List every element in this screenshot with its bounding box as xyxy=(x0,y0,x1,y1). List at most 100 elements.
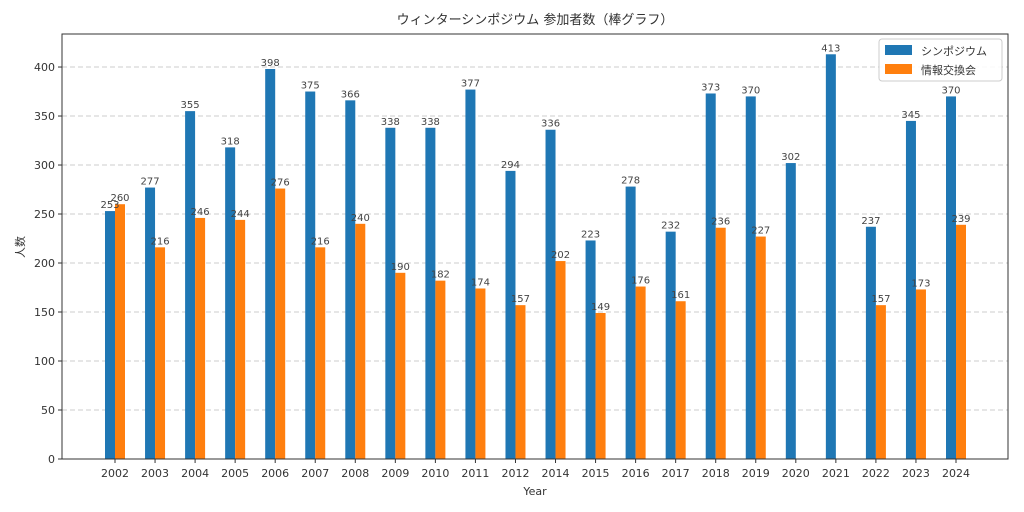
grid-lines xyxy=(62,66,1008,411)
legend-label-symposium: シンポジウム xyxy=(921,45,987,58)
x-tick-label: 2024 xyxy=(942,467,970,480)
bar-symposium xyxy=(785,163,796,459)
bar-exchange xyxy=(355,223,366,459)
bar-value-label: 338 xyxy=(421,117,440,128)
y-axis-label: 人数 xyxy=(14,236,27,258)
bar-value-label: 345 xyxy=(901,110,920,121)
bar-symposium xyxy=(825,54,836,459)
bar-exchange xyxy=(635,286,646,459)
bar-symposium xyxy=(625,186,636,459)
bar-value-label: 277 xyxy=(141,177,160,188)
x-tick-label: 2017 xyxy=(662,467,690,480)
bar-value-label: 223 xyxy=(581,229,600,240)
bar-value-label: 237 xyxy=(861,216,880,227)
bar-exchange xyxy=(315,247,326,459)
y-tick-label: 0 xyxy=(48,453,55,466)
bar-symposium xyxy=(105,211,115,459)
bar-value-label: 174 xyxy=(471,277,490,288)
bar-value-label: 302 xyxy=(781,152,800,163)
bar-value-label: 216 xyxy=(151,236,170,247)
x-tick-label: 2014 xyxy=(542,467,570,480)
bar-value-label: 373 xyxy=(701,82,720,93)
bar-symposium xyxy=(305,91,316,459)
x-tick-label: 2018 xyxy=(702,467,730,480)
bar-value-label: 336 xyxy=(541,119,560,130)
bar-value-label: 294 xyxy=(501,160,520,171)
bar-value-label: 173 xyxy=(911,278,930,289)
bar-value-label: 366 xyxy=(341,89,360,100)
bar-symposium xyxy=(705,93,716,459)
bar-value-label: 318 xyxy=(221,136,240,147)
bars-group xyxy=(105,54,966,460)
legend: シンポジウム 情報交換会 xyxy=(878,38,1003,82)
bar-exchange xyxy=(435,280,446,459)
x-tick-label: 2002 xyxy=(101,467,129,480)
x-tick-label: 2009 xyxy=(381,467,409,480)
x-tick-label: 2011 xyxy=(461,467,489,480)
x-tick-label: 2006 xyxy=(261,467,289,480)
bar-exchange xyxy=(115,204,125,459)
bar-symposium xyxy=(425,127,436,459)
bar-exchange xyxy=(155,247,166,459)
bar-value-label: 227 xyxy=(751,226,770,237)
bar-value-label: 338 xyxy=(381,117,400,128)
x-tick-label: 2015 xyxy=(582,467,610,480)
x-tick-label: 2010 xyxy=(421,467,449,480)
bar-value-label: 253 xyxy=(100,200,119,211)
legend-label-exchange: 情報交換会 xyxy=(921,63,976,77)
bar-exchange xyxy=(275,188,286,459)
bar-symposium xyxy=(145,187,156,459)
plot-frame xyxy=(61,33,1009,460)
bar-symposium xyxy=(585,240,596,459)
bar-value-label: 149 xyxy=(591,302,610,313)
x-axis-label: Year xyxy=(522,485,547,498)
bar-symposium xyxy=(545,129,556,459)
bar-value-label: 260 xyxy=(110,193,129,204)
bar-value-label: 157 xyxy=(871,294,890,305)
bar-exchange xyxy=(755,236,766,459)
x-tick-label: 2020 xyxy=(782,467,810,480)
bar-exchange xyxy=(715,227,726,459)
bar-value-label: 190 xyxy=(391,262,410,273)
bar-value-label: 246 xyxy=(191,207,210,218)
y-tick-label: 150 xyxy=(34,306,55,319)
bar-symposium xyxy=(385,127,396,459)
bar-symposium xyxy=(905,120,916,459)
x-tick-label: 2019 xyxy=(742,467,770,480)
bar-value-label: 157 xyxy=(511,294,530,305)
x-tick-label: 2016 xyxy=(622,467,650,480)
bar-labels-group: 253 277 355 318 398 375 366 338 338 377 294 336 223 2… xyxy=(100,43,970,313)
bar-value-label: 232 xyxy=(661,221,680,232)
bar-symposium xyxy=(185,111,196,460)
bar-value-label: 370 xyxy=(941,85,960,96)
bar-value-label: 239 xyxy=(951,214,970,225)
y-tick-label: 200 xyxy=(34,257,55,270)
y-tick-label: 250 xyxy=(34,208,55,221)
y-tick-label: 100 xyxy=(34,355,55,368)
x-tick-label: 2012 xyxy=(501,467,529,480)
y-tick-label: 50 xyxy=(41,404,55,417)
bar-value-label: 278 xyxy=(621,176,640,187)
bar-value-label: 236 xyxy=(711,217,730,228)
x-tick-label: 2004 xyxy=(181,467,209,480)
x-tick-label: 2005 xyxy=(221,467,249,480)
bar-symposium xyxy=(225,147,236,459)
x-axis: 2002 2003 2004 2005 2006 2007 2008 2009 2010 2011… xyxy=(101,459,970,480)
bar-symposium xyxy=(865,226,876,459)
bar-value-label: 276 xyxy=(271,178,290,189)
bar-symposium xyxy=(345,100,356,459)
bar-value-label: 182 xyxy=(431,270,450,281)
bar-exchange xyxy=(395,272,406,459)
bar-value-label: 240 xyxy=(351,213,370,224)
bar-exchange xyxy=(875,305,886,459)
bar-value-label: 355 xyxy=(181,100,200,111)
bar-value-label: 176 xyxy=(631,276,650,287)
y-tick-label: 350 xyxy=(34,110,55,123)
x-tick-label: 2021 xyxy=(822,467,850,480)
bar-exchange xyxy=(595,312,606,459)
bar-symposium xyxy=(505,170,516,459)
legend-swatch-symposium xyxy=(885,45,912,55)
bar-exchange xyxy=(475,288,486,459)
bar-symposium xyxy=(946,96,956,459)
